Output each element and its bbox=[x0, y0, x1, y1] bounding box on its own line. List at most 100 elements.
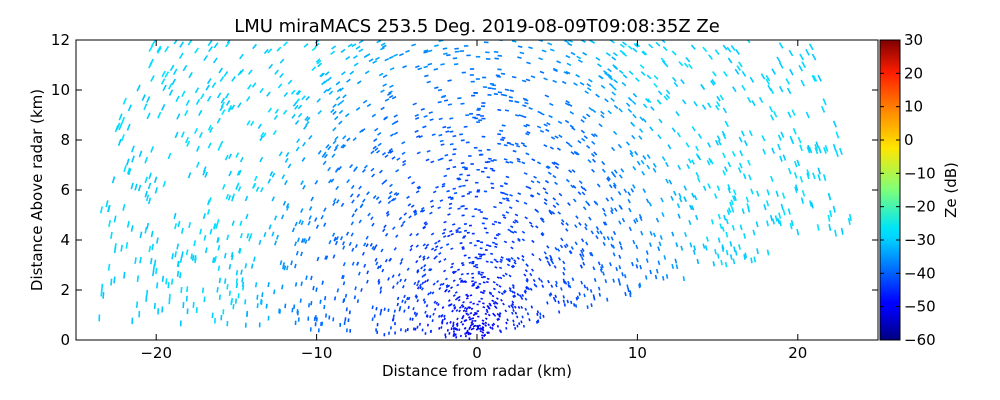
radar-gate-point bbox=[745, 196, 749, 203]
radar-gate-point bbox=[511, 300, 515, 304]
radar-gate-point bbox=[401, 299, 404, 303]
radar-gate-point bbox=[744, 252, 748, 259]
radar-gate-point bbox=[425, 243, 430, 247]
radar-gate-point bbox=[134, 257, 137, 264]
radar-gate-point bbox=[693, 194, 698, 201]
radar-gate-point bbox=[544, 179, 549, 184]
radar-gate-point bbox=[500, 292, 504, 296]
radar-gate-point bbox=[393, 247, 397, 251]
radar-gate-point bbox=[514, 213, 519, 217]
radar-gate-point bbox=[235, 282, 239, 289]
radar-gate-point bbox=[433, 248, 438, 252]
radar-gate-point bbox=[786, 87, 792, 95]
radar-gate-point bbox=[368, 58, 374, 63]
radar-gate-point bbox=[521, 258, 525, 262]
radar-gate-point bbox=[234, 298, 237, 304]
radar-gate-point bbox=[522, 115, 527, 119]
radar-gate-point bbox=[415, 232, 420, 237]
radar-gate-point bbox=[411, 43, 417, 47]
radar-gate-point bbox=[497, 290, 501, 294]
radar-gate-point bbox=[652, 232, 657, 238]
radar-gate-point bbox=[361, 168, 366, 173]
radar-gate-point bbox=[441, 231, 446, 235]
radar-gate-point bbox=[466, 331, 469, 334]
radar-gate-point bbox=[315, 58, 321, 63]
radar-gate-point bbox=[339, 236, 344, 241]
radar-gate-point bbox=[500, 72, 506, 75]
radar-gate-point bbox=[506, 141, 511, 145]
radar-gate-point bbox=[463, 254, 467, 257]
radar-gate-point bbox=[530, 268, 535, 272]
radar-gate-point bbox=[383, 224, 387, 229]
radar-gate-point bbox=[312, 285, 315, 291]
radar-gate-point bbox=[739, 150, 744, 157]
radar-gate-point bbox=[258, 239, 262, 246]
radar-gate-point bbox=[492, 287, 496, 291]
radar-gate-point bbox=[383, 116, 388, 121]
radar-gate-point bbox=[566, 299, 569, 304]
radar-gate-point bbox=[441, 320, 444, 324]
radar-gate-point bbox=[363, 54, 369, 59]
radar-gate-point bbox=[688, 219, 692, 226]
radar-gate-point bbox=[678, 197, 683, 203]
radar-gate-point bbox=[295, 146, 300, 152]
radar-gate-point bbox=[420, 266, 424, 270]
radar-gate-point bbox=[184, 109, 189, 117]
radar-gate-point bbox=[252, 43, 258, 50]
radar-gate-point bbox=[618, 265, 622, 270]
radar-gate-point bbox=[334, 144, 339, 149]
radar-gate-point bbox=[157, 111, 162, 119]
radar-gate-point bbox=[369, 242, 373, 247]
radar-gate-point bbox=[565, 178, 570, 183]
radar-gate-point bbox=[539, 70, 545, 74]
radar-gate-point bbox=[145, 194, 150, 202]
radar-gate-point bbox=[691, 126, 696, 132]
radar-gate-point bbox=[334, 115, 339, 121]
radar-gate-point bbox=[770, 175, 774, 182]
radar-gate-point bbox=[481, 331, 485, 334]
radar-gate-point bbox=[131, 155, 135, 163]
radar-gate-point bbox=[423, 114, 428, 118]
radar-gate-point bbox=[780, 203, 784, 211]
radar-gate-point bbox=[214, 256, 217, 262]
radar-gate-point bbox=[380, 106, 385, 111]
radar-gate-point bbox=[577, 139, 582, 144]
radar-gate-point bbox=[290, 260, 293, 266]
radar-gate-point bbox=[560, 221, 565, 226]
radar-gate-point bbox=[533, 175, 537, 179]
radar-gate-point bbox=[412, 307, 415, 311]
radar-gate-point bbox=[500, 93, 505, 96]
radar-gate-point bbox=[840, 227, 844, 235]
radar-gate-point bbox=[596, 183, 601, 188]
radar-gate-point bbox=[749, 76, 755, 83]
radar-gate-point bbox=[683, 62, 689, 68]
radar-gate-point bbox=[516, 292, 520, 296]
chart-title: LMU miraMACS 253.5 Deg. 2019-08-09T09:08… bbox=[234, 16, 720, 37]
radar-gate-point bbox=[735, 49, 740, 55]
radar-gate-point bbox=[378, 264, 382, 269]
radar-gate-point bbox=[375, 56, 380, 61]
radar-gate-point bbox=[748, 174, 752, 181]
radar-gate-point bbox=[256, 303, 259, 309]
radar-gate-point bbox=[426, 256, 430, 260]
radar-gate-point bbox=[621, 272, 624, 277]
radar-gate-point bbox=[260, 187, 264, 193]
radar-gate-point bbox=[507, 257, 512, 261]
radar-gate-point bbox=[568, 284, 572, 289]
radar-gate-point bbox=[281, 284, 284, 290]
radar-gate-point bbox=[573, 303, 576, 307]
radar-gate-point bbox=[471, 319, 474, 323]
radar-gate-point bbox=[305, 275, 308, 280]
radar-gate-point bbox=[458, 231, 462, 234]
radar-gate-point bbox=[235, 152, 240, 158]
radar-gate-point bbox=[317, 62, 323, 68]
radar-gate-point bbox=[719, 94, 724, 101]
radar-gate-point bbox=[213, 42, 219, 49]
radar-gate-point bbox=[541, 219, 545, 223]
radar-gate-point bbox=[569, 250, 573, 255]
radar-gate-point bbox=[400, 257, 404, 262]
radar-gate-point bbox=[441, 94, 447, 98]
radar-gate-point bbox=[392, 197, 397, 202]
radar-gate-point bbox=[361, 251, 365, 256]
radar-gate-point bbox=[247, 84, 252, 90]
